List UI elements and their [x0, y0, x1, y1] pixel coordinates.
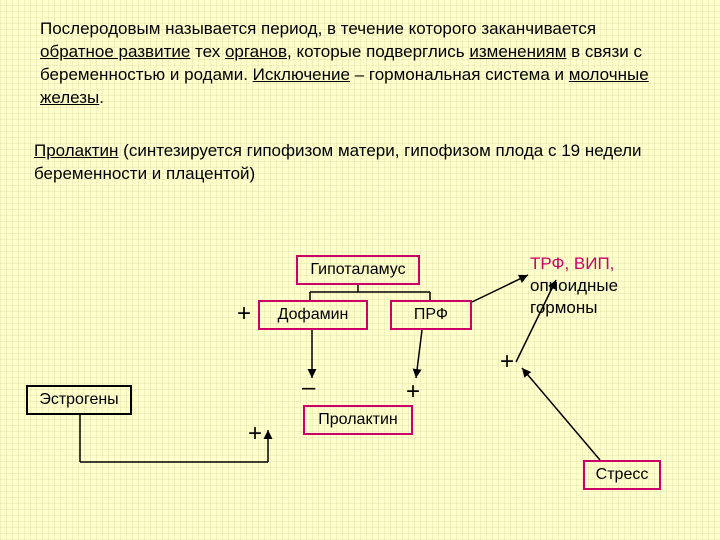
sign-plus-bottom-left: + — [248, 420, 262, 448]
sign-plus-center-right: + — [406, 378, 420, 406]
text-trf: ТРФ, ВИП, опиоидные гормоны — [530, 253, 618, 319]
p1-u1: обратное развитие — [40, 42, 190, 61]
p1-t3: , которые подверглись — [287, 42, 469, 61]
trf-line2: опиоидные — [530, 276, 618, 295]
p1-t2: тех — [190, 42, 225, 61]
p1-u2: органов — [225, 42, 287, 61]
trf-line3: гормоны — [530, 298, 598, 317]
sign-plus-dopamine: + — [237, 300, 251, 328]
node-hypothalamus: Гипоталамус — [296, 255, 420, 285]
node-stress: Стресс — [583, 460, 661, 490]
p1-t5: – гормональная система и — [350, 65, 569, 84]
p1-t1: Послеродовым называется период, в течени… — [40, 19, 596, 38]
p1-t6: . — [99, 88, 104, 107]
node-estrogens: Эстрогены — [26, 385, 132, 415]
p2-u1: Пролактин — [34, 141, 118, 160]
p1-u3: изменениям — [469, 42, 566, 61]
node-dopamine: Дофамин — [258, 300, 368, 330]
sign-minus-center: – — [302, 374, 315, 402]
content: Послеродовым называется период, в течени… — [0, 0, 720, 540]
paragraph-2: Пролактин (синтезируется гипофизом матер… — [34, 140, 674, 186]
p2-t1: (синтезируется гипофизом матери, гипофиз… — [34, 141, 642, 183]
trf-line1: ТРФ, ВИП, — [530, 254, 614, 273]
node-prolactin: Пролактин — [303, 405, 413, 435]
paragraph-1: Послеродовым называется период, в течени… — [40, 18, 660, 110]
sign-plus-right: + — [500, 348, 514, 376]
node-prf: ПРФ — [390, 300, 472, 330]
p1-u4: Исключение — [253, 65, 350, 84]
